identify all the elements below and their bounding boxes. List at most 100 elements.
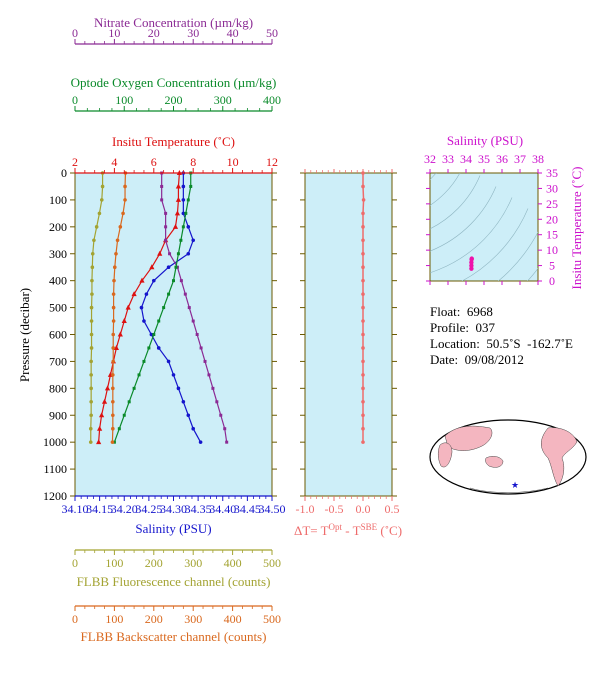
backscatter-axis-label: FLBB Backscatter channel (counts) xyxy=(81,629,267,644)
insitu-temperature-point xyxy=(121,318,127,324)
flbb-fluorescence-point xyxy=(90,278,94,283)
map-float-marker: ★ xyxy=(511,480,519,490)
pressure-tick-label: 100 xyxy=(49,193,67,207)
dt-tick-label: -1.0 xyxy=(296,502,315,516)
ts-temperature-tick-label: 5 xyxy=(549,259,555,273)
optode-oxygen-point xyxy=(122,413,126,417)
flbb-backscatter-point xyxy=(111,426,115,431)
main-profile-plot xyxy=(74,170,273,497)
flbb-fluorescence-point xyxy=(88,440,93,444)
dt-tick-label: 0.0 xyxy=(356,502,371,516)
pressure-tick-label: 0 xyxy=(61,166,67,180)
optode-oxygen-point xyxy=(117,427,121,431)
nitrate-point xyxy=(164,238,168,242)
salinity-axis-tick-label: 34.45 xyxy=(234,502,261,516)
insitu-temperature-point xyxy=(175,196,182,202)
flbb-backscatter-point xyxy=(114,251,118,256)
optode-oxygen-point xyxy=(152,333,156,336)
flbb-backscatter-point xyxy=(111,332,116,337)
delta-t-point xyxy=(361,399,365,404)
delta-t-point xyxy=(361,184,365,189)
ts-isopycnal xyxy=(321,93,416,162)
salinity-point xyxy=(166,359,171,364)
pressure-tick-label: 600 xyxy=(49,328,67,342)
optode-oxygen-point xyxy=(157,319,161,323)
insitu-temperature-point xyxy=(172,223,179,229)
delta-t-point xyxy=(361,373,365,377)
fluorescence-axis-tick-label: 200 xyxy=(145,556,163,570)
nitrate-axis-tick-label: 10 xyxy=(108,26,120,40)
dt-axis-label-part: - T xyxy=(342,523,361,538)
insitu-temperature-point xyxy=(117,331,123,337)
ts-temperature-tick-label: 30 xyxy=(546,181,558,195)
ts-point xyxy=(469,266,474,271)
ts-salinity-tick-label: 38 xyxy=(532,152,544,166)
salinity-axis-tick-label: 34.15 xyxy=(86,502,113,516)
nitrate-point xyxy=(199,346,203,350)
ts-salinity-tick-label: 33 xyxy=(442,152,454,166)
float-id-text: Float: 6968 xyxy=(430,304,493,319)
insitu-temperature-point xyxy=(101,398,108,404)
pressure-tick-label: 500 xyxy=(49,301,67,315)
salinity-point xyxy=(186,225,191,229)
ts-temperature-tick-label: 0 xyxy=(549,274,555,288)
float-info-panel: Float: 6968 Profile: 037 Location: 50.5˚… xyxy=(430,304,573,368)
optode-oxygen-point xyxy=(147,346,151,350)
flbb-fluorescence-point xyxy=(90,292,94,296)
delta-t-point xyxy=(361,305,365,310)
ts-temperature-label: Insitu Temperature (˚C) xyxy=(569,166,584,289)
nitrate-axis-tick-label: 40 xyxy=(227,26,239,40)
salinity-point xyxy=(181,211,186,216)
map-land-africa xyxy=(437,442,453,468)
flbb-fluorescence-point xyxy=(89,319,94,323)
flbb-backscatter-point xyxy=(112,265,117,270)
ts-isopycnals-group xyxy=(321,93,538,281)
flbb-fluorescence-point xyxy=(89,386,93,391)
nitrate-point xyxy=(207,373,211,377)
flbb-backscatter-point xyxy=(121,211,125,216)
flbb-backscatter-point xyxy=(118,225,123,229)
flbb-backscatter-point xyxy=(111,292,116,296)
salinity-axis-tick-label: 34.40 xyxy=(209,502,236,516)
delta-t-point xyxy=(361,319,365,323)
backscatter-axis-tick-label: 0 xyxy=(72,612,78,626)
salinity-point xyxy=(142,319,146,323)
pressure-tick-label: 300 xyxy=(49,247,67,261)
nitrate-axis-tick-label: 0 xyxy=(72,26,78,40)
salinity-point xyxy=(156,346,161,350)
delta-t-point xyxy=(361,225,365,229)
salinity-axis-tick-label: 34.35 xyxy=(185,502,212,516)
pressure-tick-label: 1000 xyxy=(43,435,67,449)
fluorescence-axis-tick-label: 300 xyxy=(184,556,202,570)
salinity-point xyxy=(186,251,191,256)
delta-t-point xyxy=(361,292,365,296)
insitu-temperature-point xyxy=(125,304,131,310)
insitu-temperature-point xyxy=(139,277,145,283)
salinity-point xyxy=(191,426,195,431)
flbb-fluorescence-point xyxy=(92,238,96,243)
pressure-tick-label: 200 xyxy=(49,220,67,234)
ts-salinity-label: Salinity (PSU) xyxy=(447,133,523,148)
optode-oxygen-point xyxy=(186,198,190,202)
ts-salinity-tick-label: 34 xyxy=(460,152,472,166)
salinity-point xyxy=(176,386,181,391)
backscatter-axis-tick-label: 100 xyxy=(105,612,123,626)
flbb-fluorescence-point xyxy=(89,359,93,364)
pressure-tick-label: 700 xyxy=(49,354,67,368)
nitrate-point xyxy=(164,211,168,215)
nitrate-point xyxy=(191,319,195,323)
pressure-tick-label: 400 xyxy=(49,274,67,288)
optode-oxygen-point xyxy=(181,225,185,229)
pressure-tick-label: 900 xyxy=(49,408,67,422)
flbb-backscatter-point xyxy=(111,399,115,404)
nitrate-point xyxy=(187,306,191,310)
nitrate-point xyxy=(211,386,215,390)
map-land-eurasia xyxy=(444,425,493,451)
salinity-point xyxy=(191,238,195,243)
backscatter-axis-tick-label: 500 xyxy=(263,612,281,626)
nitrate-point xyxy=(215,400,219,404)
nitrate-point xyxy=(223,427,227,431)
flbb-backscatter-point xyxy=(110,440,115,444)
delta-t-point xyxy=(361,332,365,337)
ts-diagram-background xyxy=(429,172,539,282)
